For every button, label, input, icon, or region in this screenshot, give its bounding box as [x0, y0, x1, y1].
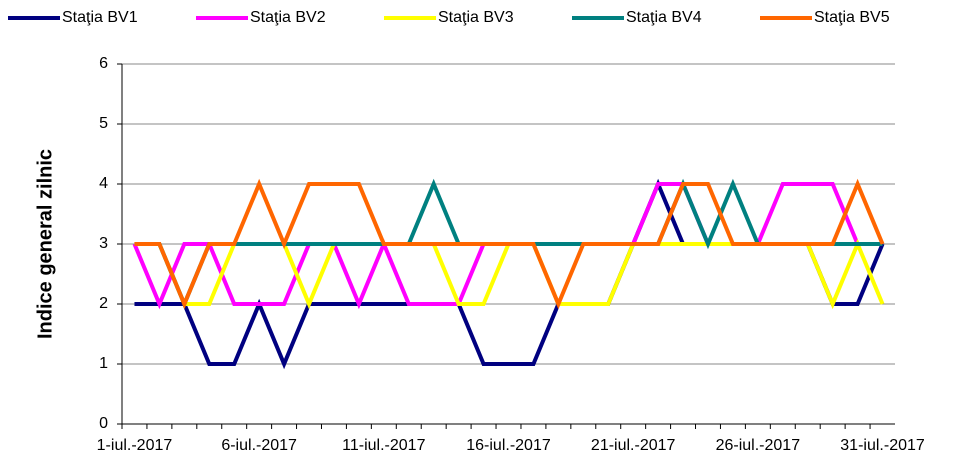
y-tick-label: 4 [99, 175, 108, 192]
x-tick-label: 31-iul.-2017 [840, 437, 925, 454]
legend-label: Staţia BV2 [250, 9, 326, 26]
legend-label: Staţia BV5 [814, 9, 890, 26]
y-tick-label: 6 [99, 55, 108, 72]
legend-label: Staţia BV3 [438, 9, 514, 26]
x-tick-label: 26-iul.-2017 [716, 437, 801, 454]
y-tick-label: 0 [99, 415, 108, 432]
x-tick-label: 6-iul.-2017 [221, 437, 297, 454]
series-line [134, 238, 885, 310]
y-axis-label: Indice general zilnic [34, 149, 56, 339]
legend-label: Staţia BV4 [626, 9, 702, 26]
x-tick-label: 11-iul.-2017 [342, 437, 425, 454]
x-tick-label: 1-iul.-2017 [97, 437, 173, 454]
series-line [134, 178, 885, 310]
x-tick-label: 21-iul.-2017 [591, 437, 676, 454]
y-tick-label: 3 [99, 235, 108, 252]
legend-label: Staţia BV1 [62, 9, 138, 26]
y-tick-label: 5 [99, 115, 108, 132]
y-tick-label: 1 [99, 355, 108, 372]
x-tick-label: 16-iul.-2017 [466, 437, 551, 454]
y-tick-label: 2 [99, 295, 108, 312]
